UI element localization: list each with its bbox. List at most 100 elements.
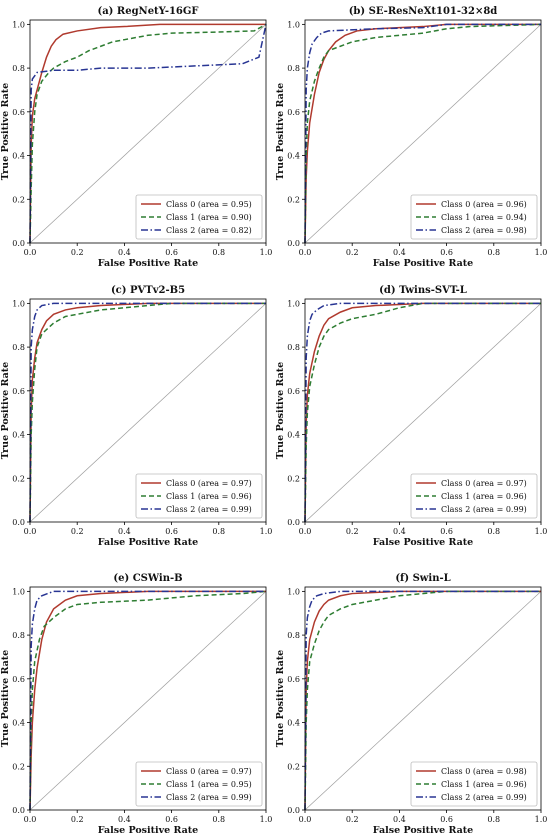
chance-diagonal-line [29, 303, 267, 523]
roc-series-class-2-line [304, 590, 541, 811]
legend: Class 0 (area = 0.98) Class 1 (area = 0.9… [410, 761, 538, 807]
roc-chart-5: (f) Swin-L 0.0 0.2 0.4 0.6 0.8 1.0 0.0 0.2 0.4 0.6… [275, 573, 547, 833]
x-tick-label: 0.8 [212, 815, 225, 824]
y-tick-label: 0.4 [12, 431, 25, 440]
x-tick-label: 0.0 [24, 527, 37, 536]
y-tick-label: 0.6 [287, 675, 300, 684]
y-tick-label: 0.0 [287, 518, 300, 527]
chance-diagonal-line [304, 591, 542, 811]
roc-series-class-1-line [29, 23, 267, 244]
x-tick-label: 0.6 [440, 815, 453, 824]
x-tick-label: 1.0 [535, 527, 548, 536]
y-tick-label: 0.8 [12, 343, 25, 352]
x-tick-label: 0.6 [440, 527, 453, 536]
legend-entry-class-1: Class 1 (area = 0.94) [441, 213, 527, 222]
x-tick-label: 0.6 [165, 815, 178, 824]
plot-area-frame [304, 19, 542, 244]
legend: Class 0 (area = 0.97) Class 1 (area = 0.9… [135, 473, 263, 519]
x-tick-label: 0.8 [212, 248, 225, 257]
y-tick-label: 0.8 [12, 631, 25, 640]
y-tick-label: 1.0 [287, 587, 300, 596]
legend-entry-class-2: Class 2 (area = 0.99) [166, 505, 252, 514]
roc-series-class-2-line [29, 302, 266, 523]
y-axis-label: True Positive Rate [0, 83, 11, 180]
legend-entry-class-2: Class 2 (area = 0.99) [441, 505, 527, 514]
plot-area-frame [29, 19, 267, 244]
y-tick-label: 0.2 [12, 474, 25, 483]
legend: Class 0 (area = 0.97) Class 1 (area = 0.9… [135, 761, 263, 807]
y-tick-label: 0.4 [287, 431, 300, 440]
roc-chart-4: (e) CSWin-B 0.0 0.2 0.4 0.6 0.8 1.0 0.0 0.2 0.4 0.… [0, 573, 272, 833]
y-axis-label: True Positive Rate [275, 650, 286, 747]
y-tick-label: 1.0 [287, 299, 300, 308]
roc-series-class-0-line [304, 590, 541, 811]
x-tick-label: 1.0 [535, 815, 548, 824]
x-tick-label: 0.2 [71, 815, 84, 824]
legend-box [135, 473, 263, 519]
x-tick-label: 1.0 [535, 248, 548, 257]
legend-entry-class-1: Class 1 (area = 0.90) [166, 213, 252, 222]
chance-diagonal-line [29, 591, 267, 811]
y-tick-label: 0.8 [287, 631, 300, 640]
legend-box [135, 761, 263, 807]
y-tick-label: 0.0 [12, 806, 25, 815]
x-axis-label: False Positive Rate [373, 258, 473, 269]
legend-entry-class-2: Class 2 (area = 0.99) [166, 793, 252, 802]
x-tick-label: 0.0 [299, 527, 312, 536]
chart-title: (c) PVTv2-B5 [111, 285, 185, 296]
y-tick-label: 0.6 [12, 387, 25, 396]
roc-series-class-1-line [304, 590, 541, 811]
legend-box [135, 194, 263, 240]
x-tick-label: 0.4 [393, 248, 406, 257]
legend-entry-class-2: Class 2 (area = 0.82) [166, 226, 252, 235]
legend-entry-class-1: Class 1 (area = 0.96) [441, 492, 527, 501]
x-tick-label: 0.4 [118, 815, 131, 824]
x-tick-label: 0.8 [487, 248, 500, 257]
x-axis-label: False Positive Rate [98, 258, 198, 269]
x-axis-label: False Positive Rate [373, 825, 473, 833]
x-axis-label: False Positive Rate [98, 537, 198, 548]
x-tick-label: 0.2 [346, 248, 359, 257]
roc-series-class-2-line [304, 302, 541, 523]
legend-entry-class-1: Class 1 (area = 0.95) [166, 780, 252, 789]
x-tick-label: 1.0 [260, 815, 273, 824]
roc-chart-1: (b) SE-ResNeXt101-32×8d 0.0 0.2 0.4 0.6 0.8 1.… [275, 6, 547, 269]
x-tick-label: 0.2 [346, 815, 359, 824]
roc-series-class-1-line [29, 302, 266, 523]
legend: Class 0 (area = 0.96) Class 1 (area = 0.9… [410, 194, 538, 240]
legend-entry-class-0: Class 0 (area = 0.97) [166, 767, 252, 776]
y-tick-label: 0.2 [287, 474, 300, 483]
y-tick-label: 0.6 [12, 675, 25, 684]
y-tick-label: 1.0 [12, 299, 25, 308]
y-axis-label: True Positive Rate [0, 362, 11, 459]
chance-diagonal-line [29, 24, 267, 244]
legend-entry-class-0: Class 0 (area = 0.97) [441, 479, 527, 488]
chart-title: (a) RegNetY-16GF [97, 6, 198, 17]
legend-entry-class-0: Class 0 (area = 0.95) [166, 200, 252, 209]
y-axis-label: True Positive Rate [0, 650, 11, 747]
chance-diagonal-line [304, 303, 542, 523]
roc-chart-0: (a) RegNetY-16GF 0.0 0.2 0.4 0.6 0.8 1.0 0.0 0.2… [0, 6, 272, 269]
chart-title: (e) CSWin-B [113, 573, 182, 584]
x-tick-label: 0.2 [346, 527, 359, 536]
chart-title: (d) Twins-SVT-L [379, 285, 467, 296]
roc-series-class-1-line [304, 23, 542, 244]
legend: Class 0 (area = 0.95) Class 1 (area = 0.9… [135, 194, 263, 240]
roc-chart-2: (c) PVTv2-B5 0.0 0.2 0.4 0.6 0.8 1.0 0.0 0.2 0.4 0… [0, 285, 272, 548]
x-tick-label: 0.8 [487, 527, 500, 536]
legend-entry-class-0: Class 0 (area = 0.96) [441, 200, 527, 209]
roc-series-class-0-line [29, 590, 266, 811]
x-tick-label: 0.6 [165, 527, 178, 536]
legend-box [410, 194, 538, 240]
legend-box [410, 761, 538, 807]
y-tick-label: 0.4 [12, 719, 25, 728]
x-tick-label: 0.4 [393, 815, 406, 824]
chance-diagonal-line [304, 24, 542, 244]
roc-series-class-0-line [304, 302, 541, 523]
roc-series-class-0-line [29, 23, 266, 244]
roc-series-class-2-line [29, 24, 267, 244]
y-tick-label: 0.4 [287, 152, 300, 161]
y-tick-label: 0.8 [12, 64, 25, 73]
y-tick-label: 0.2 [287, 762, 300, 771]
